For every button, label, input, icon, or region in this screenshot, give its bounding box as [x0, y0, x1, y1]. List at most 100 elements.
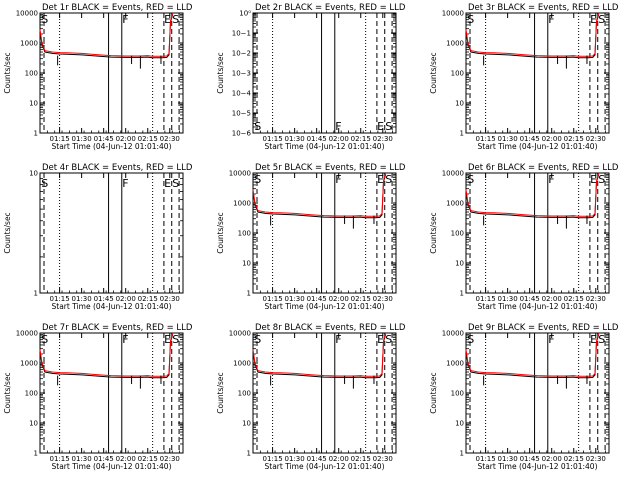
y-tick-label: 100	[238, 390, 251, 398]
series-line-red	[465, 332, 600, 377]
event-marker-s: S	[467, 333, 474, 346]
y-tick-label: 1	[247, 290, 251, 298]
series-line-black	[39, 334, 174, 379]
y-tick-label: 10000	[442, 170, 464, 178]
series-line-black	[39, 14, 174, 59]
series-line-black	[252, 174, 387, 219]
event-marker-s: S	[41, 177, 48, 190]
x-tick-label: 02:15	[564, 135, 584, 143]
x-tick-label: 02:00	[116, 455, 136, 463]
x-tick-label: 02:30	[373, 295, 393, 303]
y-axis-label: Counts/sec	[429, 52, 438, 93]
detector-panel-4: Det 4r BLACK = Events, RED = LLD Counts/s…	[3, 163, 193, 311]
x-tick-label: 01:15	[475, 295, 495, 303]
panel-title: Det 2r BLACK = Events, RED = LLD	[255, 3, 406, 13]
y-tick-label: 10000	[442, 10, 464, 18]
detector-panel-9: Det 9r BLACK = Events, RED = LLD Counts/s…	[429, 323, 619, 471]
series-line-red	[39, 332, 174, 377]
plot-frame	[39, 12, 184, 134]
x-tick-label: 01:45	[520, 295, 540, 303]
y-tick-label: 10000	[16, 330, 38, 338]
y-tick-label: 10	[29, 100, 38, 108]
plot-frame	[252, 172, 397, 294]
y-tick-label: 1000	[20, 40, 38, 48]
event-marker-s: S	[254, 173, 261, 186]
x-tick-label: 01:30	[72, 135, 92, 143]
y-tick-label: 1000	[446, 40, 464, 48]
plot-frame	[465, 172, 610, 294]
plot-frame	[465, 12, 610, 134]
x-axis-label: Start Time (04-Jun-12 01:01:40)	[52, 302, 172, 311]
x-tick-label: 02:30	[160, 135, 180, 143]
event-marker-e: E	[377, 120, 384, 133]
y-axis-label: Counts/sec	[429, 212, 438, 253]
event-marker-f: F	[548, 333, 554, 346]
detector-panel-8: Det 8r BLACK = Events, RED = LLD Counts/s…	[216, 323, 406, 471]
series-line-black	[465, 14, 600, 59]
x-tick-label: 02:15	[138, 455, 158, 463]
y-tick-label: 10−4	[232, 90, 252, 98]
panel-title: Det 7r BLACK = Events, RED = LLD	[42, 323, 193, 333]
y-tick-label: 10	[242, 260, 251, 268]
event-marker-s: S	[385, 333, 392, 346]
panel-title: Det 4r BLACK = Events, RED = LLD	[42, 163, 193, 173]
event-marker-e: E	[590, 13, 597, 26]
y-axis-label: Counts/sec	[216, 52, 225, 93]
x-tick-label: 02:30	[586, 455, 606, 463]
y-tick-label: 10	[242, 420, 251, 428]
y-axis-label: Counts/sec	[216, 372, 225, 413]
y-tick-label: 10−3	[232, 70, 251, 78]
y-axis-label: Counts/sec	[3, 52, 12, 93]
x-tick-label: 02:00	[116, 135, 136, 143]
y-tick-label: 10	[455, 420, 464, 428]
event-marker-f: F	[122, 333, 128, 346]
x-tick-label: 01:45	[94, 135, 114, 143]
y-tick-label: 100	[451, 390, 464, 398]
event-marker-s: S	[598, 173, 605, 186]
y-tick-label: 1	[34, 290, 38, 298]
x-axis-label: Start Time (04-Jun-12 01:01:40)	[52, 462, 172, 471]
y-tick-label: 1	[460, 290, 464, 298]
event-marker-e: E	[164, 333, 171, 346]
y-tick-label: 10	[455, 260, 464, 268]
x-tick-label: 01:30	[498, 295, 518, 303]
event-marker-s: S	[598, 13, 605, 26]
x-axis-label: Start Time (04-Jun-12 01:01:40)	[478, 302, 598, 311]
x-tick-label: 01:45	[520, 455, 540, 463]
detector-panel-1: Det 1r BLACK = Events, RED = LLD Counts/s…	[3, 3, 193, 151]
x-tick-label: 02:00	[542, 135, 562, 143]
y-axis-label: Counts/sec	[3, 372, 12, 413]
x-tick-label: 02:15	[351, 295, 371, 303]
x-tick-label: 01:15	[49, 455, 69, 463]
x-tick-label: 01:15	[262, 135, 282, 143]
x-tick-label: 01:45	[307, 455, 327, 463]
y-tick-label: 100	[451, 230, 464, 238]
x-tick-label: 01:30	[498, 455, 518, 463]
y-axis-label: Counts/sec	[3, 212, 12, 253]
detector-panel-3: Det 3r BLACK = Events, RED = LLD Counts/s…	[429, 3, 619, 151]
y-tick-label: 10	[29, 170, 38, 178]
plot-frame	[252, 12, 397, 134]
x-tick-label: 02:30	[586, 135, 606, 143]
x-tick-label: 01:30	[498, 135, 518, 143]
y-tick-label: 10	[29, 420, 38, 428]
x-axis-label: Start Time (04-Jun-12 01:01:40)	[478, 142, 598, 151]
y-tick-label: 100	[451, 70, 464, 78]
plot-frame	[39, 172, 184, 294]
event-marker-f: F	[548, 173, 554, 186]
x-tick-label: 01:15	[49, 295, 69, 303]
event-marker-s: S	[254, 333, 261, 346]
event-marker-s: S	[172, 333, 179, 346]
x-tick-label: 02:30	[160, 295, 180, 303]
event-marker-s: S	[41, 13, 48, 26]
x-tick-label: 01:15	[49, 135, 69, 143]
y-tick-label: 1000	[233, 200, 251, 208]
event-marker-s: S	[598, 333, 605, 346]
y-tick-label: 10−1	[232, 30, 251, 38]
y-tick-label: 10000	[16, 10, 38, 18]
y-tick-label: 1000	[446, 360, 464, 368]
x-axis-label: Start Time (04-Jun-12 01:01:40)	[52, 142, 172, 151]
x-tick-label: 01:30	[285, 295, 305, 303]
x-axis-label: Start Time (04-Jun-12 01:01:40)	[478, 462, 598, 471]
